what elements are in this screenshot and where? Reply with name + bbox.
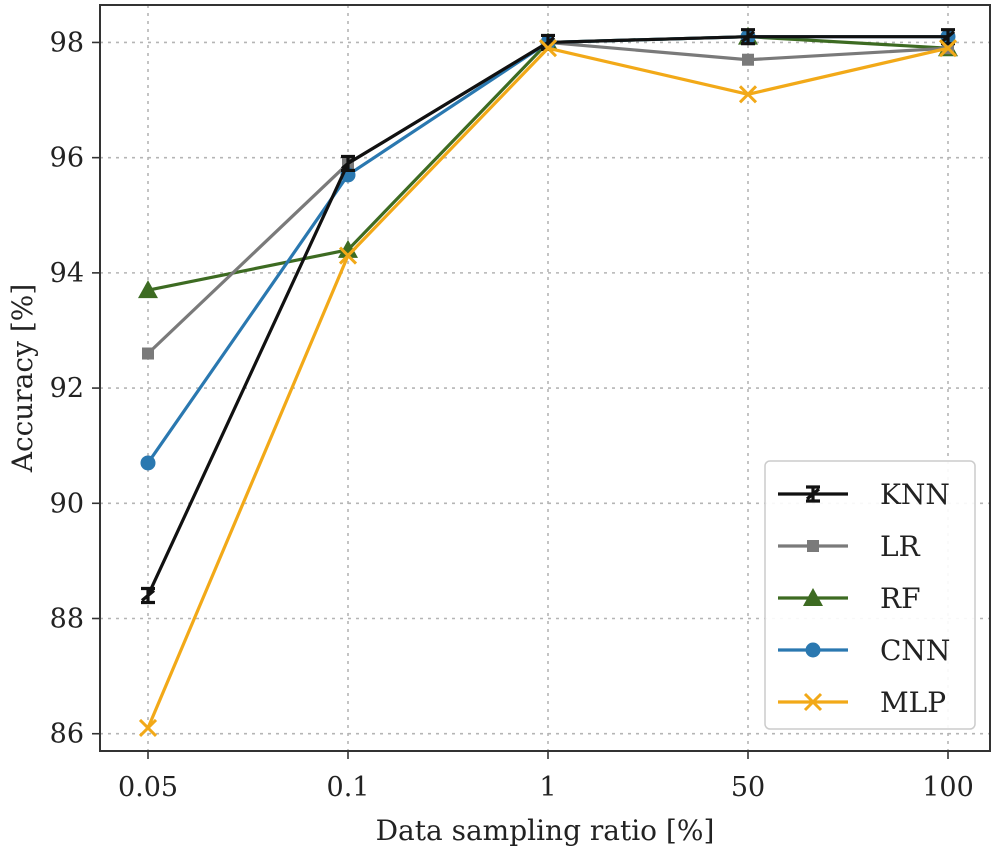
x-tick-label: 1 bbox=[539, 772, 556, 803]
legend-item-mlp: MLP bbox=[778, 686, 946, 719]
x-tick-label: 50 bbox=[731, 772, 765, 803]
legend-item-knn: KNN bbox=[778, 478, 950, 511]
data-point-knn bbox=[140, 586, 156, 605]
data-point-knn bbox=[340, 154, 356, 173]
y-tick-label: 92 bbox=[50, 373, 84, 404]
x-tick-label: 0.05 bbox=[118, 772, 178, 803]
x-tick-label: 100 bbox=[922, 772, 974, 803]
data-point-cnn bbox=[140, 455, 156, 471]
data-point-mlp bbox=[738, 85, 758, 104]
x-axis: 0.05 0.1 1 50 100 bbox=[118, 751, 974, 803]
legend-label: MLP bbox=[880, 686, 946, 719]
legend-marker bbox=[807, 540, 819, 552]
series-mlp bbox=[138, 39, 958, 738]
legend-marker bbox=[805, 485, 821, 503]
legend-box bbox=[764, 460, 976, 730]
data-point-lr bbox=[142, 347, 154, 360]
series bbox=[138, 26, 958, 738]
y-axis: 86 88 90 92 94 96 98 bbox=[50, 27, 100, 750]
y-tick-label: 86 bbox=[50, 719, 84, 750]
data-point-mlp bbox=[938, 39, 958, 58]
y-tick-label: 94 bbox=[50, 258, 84, 289]
series-knn bbox=[140, 28, 956, 605]
legend-label: RF bbox=[880, 582, 921, 615]
y-tick-label: 96 bbox=[50, 143, 84, 174]
legend-item-cnn: CNN bbox=[778, 634, 950, 667]
legend: KNN LR RF CNN MLP bbox=[764, 460, 976, 730]
data-point-mlp bbox=[138, 718, 158, 738]
legend-marker bbox=[803, 588, 823, 606]
legend-item-lr: LR bbox=[778, 530, 921, 563]
series-rf bbox=[138, 26, 958, 299]
y-tick-label: 88 bbox=[50, 604, 84, 635]
y-axis-title: Accuracy [%] bbox=[6, 284, 39, 474]
legend-label: CNN bbox=[880, 634, 950, 667]
legend-item-rf: RF bbox=[778, 582, 921, 615]
legend-marker bbox=[805, 642, 821, 658]
data-point-knn bbox=[940, 28, 956, 46]
legend-label: LR bbox=[880, 530, 921, 563]
x-tick-label: 0.1 bbox=[327, 772, 370, 803]
y-tick-label: 98 bbox=[50, 27, 84, 58]
data-point-lr bbox=[742, 53, 754, 66]
legend-label: KNN bbox=[880, 478, 950, 511]
data-point-knn bbox=[740, 28, 756, 46]
x-axis-title: Data sampling ratio [%] bbox=[376, 814, 715, 847]
data-point-mlp bbox=[338, 246, 358, 265]
y-tick-label: 90 bbox=[50, 488, 84, 519]
data-point-rf bbox=[138, 280, 158, 299]
legend-marker bbox=[803, 692, 823, 712]
data-point-mlp bbox=[538, 39, 558, 58]
data-point-rf bbox=[338, 239, 358, 258]
plot-frame bbox=[99, 4, 991, 752]
